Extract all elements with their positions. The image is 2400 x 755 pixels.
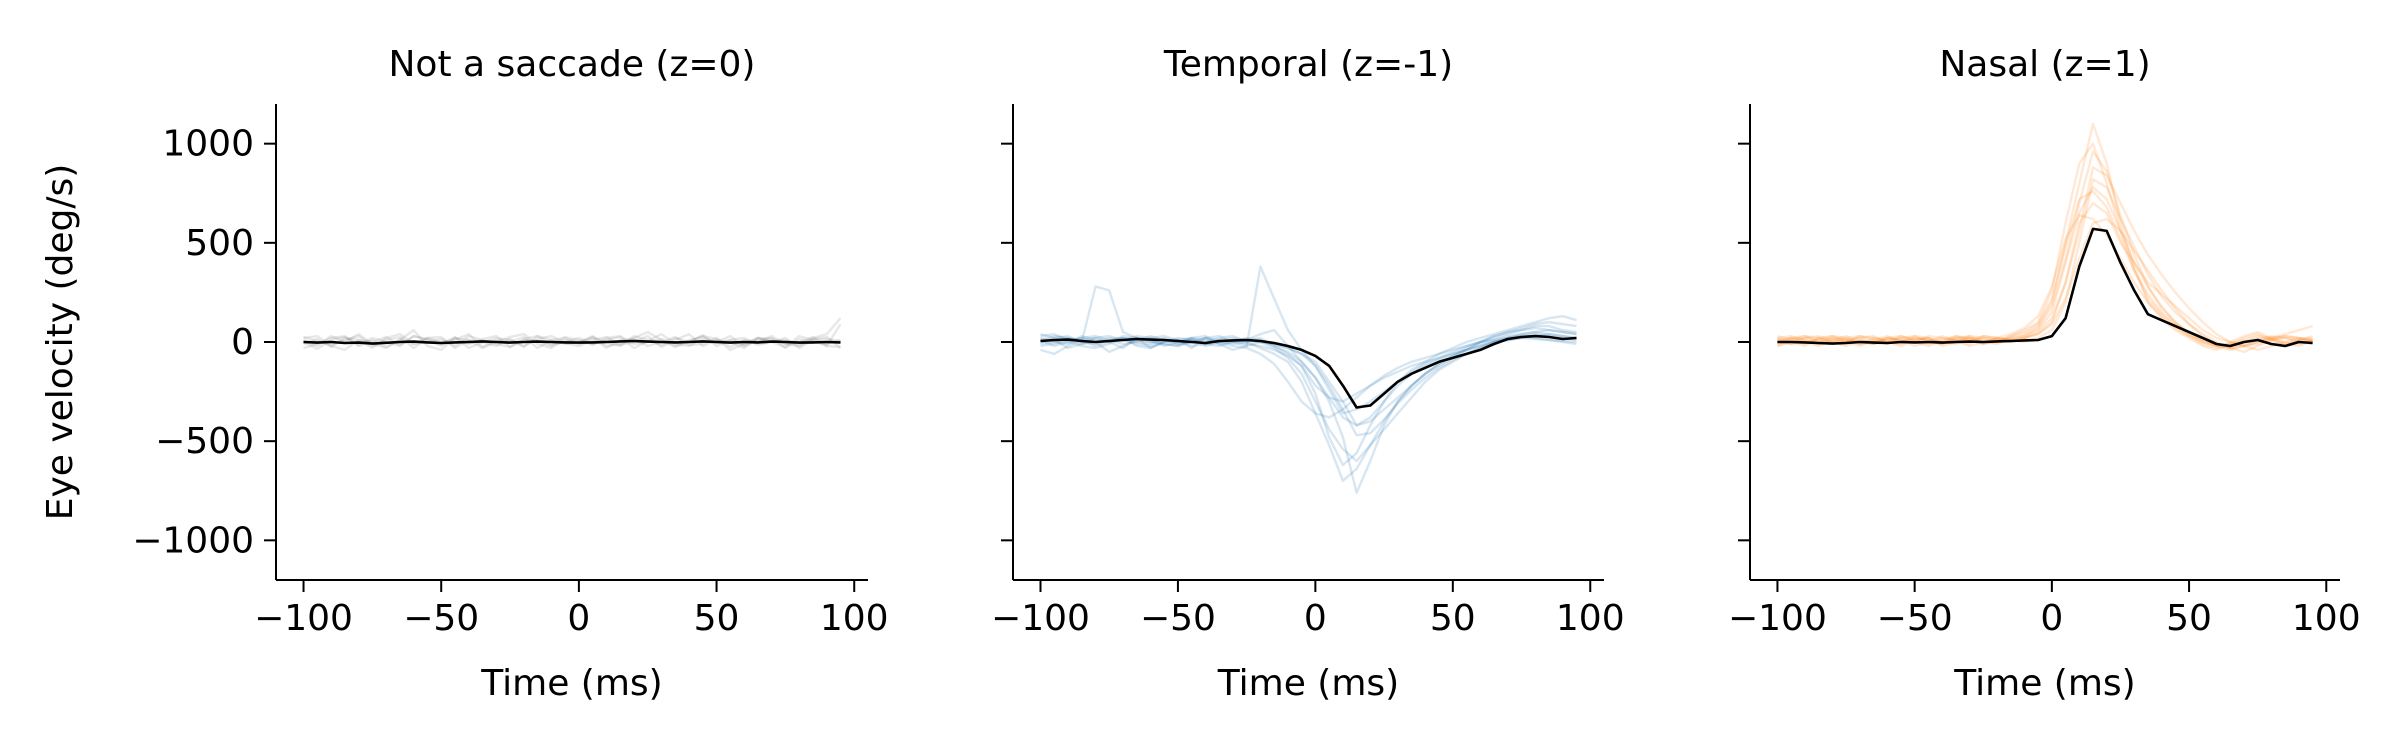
x-axis-label: Time (ms): [1953, 663, 2135, 704]
trial-trace-1: [1040, 285, 1577, 427]
trial-trace-8: [1040, 334, 1577, 419]
trial-trace-10: [1040, 328, 1577, 427]
x-tick-label: 100: [1556, 598, 1625, 639]
trial-trace-7: [1040, 321, 1577, 482]
trial-trace-2: [1040, 315, 1577, 467]
y-tick-label: −1000: [132, 520, 254, 561]
x-tick-label: 50: [1430, 598, 1476, 639]
trial-trace-5: [1040, 332, 1577, 463]
y-axis-label: Eye velocity (deg/s): [40, 164, 81, 521]
x-tick-label: 0: [2040, 598, 2063, 639]
x-tick-label: 100: [2292, 598, 2361, 639]
x-tick-label: 50: [2166, 598, 2212, 639]
trial-trace-9: [1040, 330, 1577, 437]
x-tick-label: −50: [403, 598, 479, 639]
x-tick-label: −100: [991, 598, 1090, 639]
y-tick-label: −500: [155, 421, 254, 462]
panel-title: Not a saccade (z=0): [389, 44, 756, 85]
panel-2: −100 −50 0 50 100 Temporal (z=-1) Time (ms): [991, 44, 1625, 704]
x-tick-label: 0: [1304, 598, 1327, 639]
x-tick-label: −50: [1877, 598, 1953, 639]
x-tick-label: −50: [1140, 598, 1216, 639]
mean-trace: [303, 339, 841, 345]
x-axis-label: Time (ms): [1217, 663, 1399, 704]
trial-trace-8: [1777, 213, 2313, 350]
mean-trace: [1040, 334, 1577, 409]
trial-trace-10: [1776, 217, 2313, 350]
y-tick-label: 0: [231, 322, 254, 363]
trial-trace-9: [1776, 150, 2313, 348]
panel-title: Nasal (z=1): [1939, 44, 2150, 85]
x-tick-label: −100: [1728, 598, 1827, 639]
x-axis-label: Time (ms): [480, 663, 662, 704]
x-tick-label: 0: [567, 598, 590, 639]
panel-3: −100 −50 0 50 100 Nasal (z=1) Time (ms): [1728, 44, 2361, 704]
trial-trace-4: [1040, 265, 1577, 415]
x-tick-label: 50: [694, 598, 740, 639]
x-tick-label: −100: [254, 598, 353, 639]
panel-title: Temporal (z=-1): [1163, 44, 1453, 85]
y-tick-label: 500: [185, 223, 254, 264]
mean-trace: [1777, 227, 2313, 348]
y-tick-label: 1000: [162, 124, 254, 165]
x-tick-label: 100: [820, 598, 889, 639]
